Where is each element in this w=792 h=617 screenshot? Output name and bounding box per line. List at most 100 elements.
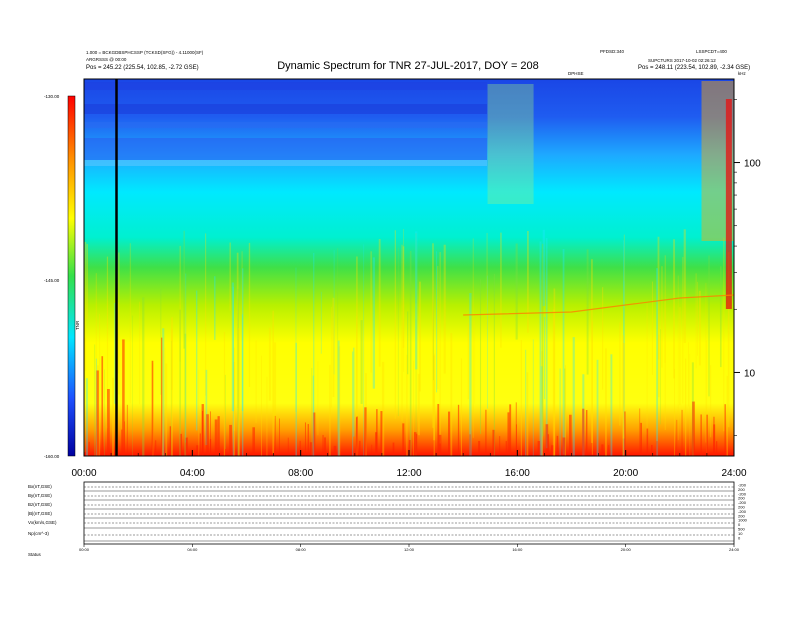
spectrogram-striation-54 <box>333 250 335 375</box>
spectrogram-burst-88 <box>169 426 172 456</box>
bottom-right-tick-5: 200 <box>738 505 745 510</box>
spectrogram-striation-124 <box>460 358 463 456</box>
spectrogram-striation-96 <box>541 351 543 456</box>
corner-unit-label: kHz <box>738 71 746 76</box>
spectrogram-striation-57 <box>312 375 314 456</box>
spectrogram-burst-62 <box>124 421 125 456</box>
spectrogram-striation-112 <box>432 243 434 428</box>
spectrogram-striation-116 <box>160 288 162 395</box>
spectrogram-burst-21 <box>713 424 716 456</box>
x-tick-label-1: 04:00 <box>180 468 205 479</box>
spectrogram-striation-34 <box>623 240 625 456</box>
spectrogram-striation-156 <box>183 230 185 349</box>
spectrogram-striation-81 <box>467 323 469 400</box>
colorbar-tick-mid: -145.00 <box>44 278 60 283</box>
x-tick-label-3: 12:00 <box>396 468 421 479</box>
spectrogram-striation-28 <box>317 361 319 436</box>
spectrogram-striation-75 <box>378 239 381 367</box>
header-left-line1: 1.000 = BCKGDBSPHCSSP (TCKSD(SFG)) - 4.1… <box>86 50 204 55</box>
spectrogram-burst-80 <box>413 432 417 456</box>
spectrogram-striation-78 <box>539 241 542 456</box>
spectrogram-striation-139 <box>726 375 728 456</box>
spectrogram-striation-103 <box>415 319 417 456</box>
spectrogram-burst-35 <box>562 437 566 456</box>
spectrogram-burst-40 <box>624 411 626 456</box>
spectrogram-striation-125 <box>185 273 187 443</box>
spectrogram-burst-46 <box>107 389 110 456</box>
spectrogram-striation-10 <box>229 242 231 311</box>
header-right-line3: SUPCTURS 2017-10-02 02:26:12 <box>648 58 716 63</box>
spectrogram-striation-56 <box>661 266 663 368</box>
bottom-panels: Bx(nT,GSE) By(nT,GSE) Bz(nT,GSE) |B|(nT,… <box>28 481 748 557</box>
spectrogram-striation-105 <box>397 247 399 417</box>
spectrogram-striation-144 <box>436 251 438 393</box>
spectrogram-striation-8 <box>311 367 313 456</box>
spectrogram-burst-73 <box>359 440 361 456</box>
spectrogram-striation-179 <box>261 355 262 456</box>
spectrogram-burst-52 <box>185 437 188 456</box>
spectrogram-striation-74 <box>591 259 593 443</box>
spectrogram-burst-59 <box>515 402 517 456</box>
spectrogram-burst-72 <box>706 414 708 456</box>
spectrogram-striation-48 <box>698 290 701 366</box>
bottom-right-tick-2: -200 <box>738 491 747 496</box>
spectrogram-burst-14 <box>217 416 220 456</box>
spectrogram-striation-43 <box>415 233 417 304</box>
spectrogram-striation-68 <box>697 281 698 356</box>
spectrogram-striation-151 <box>95 358 97 456</box>
bottom-traces <box>84 486 734 542</box>
spectrogram-striation-176 <box>433 353 435 456</box>
spectrogram-striation-33 <box>540 366 543 456</box>
spectrogram-striation-117 <box>231 282 234 412</box>
spectrogram-striation-169 <box>525 349 527 456</box>
spectrogram-striation-146 <box>474 320 476 404</box>
spectrogram-burst-45 <box>88 441 90 456</box>
spectrogram-striation-32 <box>381 361 385 456</box>
spectrogram-striation-157 <box>660 329 661 425</box>
spectrogram-striation-82 <box>331 306 332 408</box>
x-tick-label-5: 20:00 <box>613 468 638 479</box>
bottom-right-tick-10: 500 <box>738 527 745 532</box>
spectrogram-striation-110 <box>515 243 518 340</box>
spectrogram-striation-86 <box>95 273 97 456</box>
spectrogram-striation-140 <box>545 237 548 449</box>
spectrogram-striation-134 <box>272 310 274 454</box>
spectrogram-striation-73 <box>646 303 648 435</box>
spectrogram-striation-49 <box>171 317 173 456</box>
spectrogram-burst-82 <box>416 433 418 456</box>
header-right-line2: LSSPCDT=400 <box>696 49 727 54</box>
spectrogram-striation-84 <box>553 288 556 456</box>
spectrogram-striation-14 <box>582 374 585 456</box>
spectrogram-striation-60 <box>403 229 405 372</box>
spectrogram-striation-168 <box>695 273 697 369</box>
spectrogram-striation-137 <box>486 232 488 330</box>
spectrogram-striation-59 <box>241 314 244 412</box>
spectrogram-striation-93 <box>602 287 604 390</box>
activity-region-16h <box>487 84 534 204</box>
x-tick-label-2: 08:00 <box>288 468 313 479</box>
spectrogram-striation-122 <box>559 368 561 456</box>
spectrogram-band-0 <box>84 82 487 90</box>
x-axis: 00:00 04:00 08:00 12:00 16:00 20:00 24:00 <box>71 450 747 479</box>
spectrogram-burst-57 <box>101 356 104 456</box>
spectrogram-striation-26 <box>394 230 396 419</box>
spectrogram-striation-20 <box>184 333 187 456</box>
spectrogram-striation-44 <box>443 244 446 374</box>
spectrogram-striation-47 <box>233 362 236 456</box>
spectrogram-striation-36 <box>657 236 660 360</box>
spectrogram-striation-145 <box>205 369 208 446</box>
spectrogram-striation-133 <box>273 342 277 419</box>
spectrogram-striation-126 <box>562 249 565 455</box>
colorbar-tick-bottom: -160.00 <box>44 454 60 459</box>
spectrogram-burst-31 <box>161 337 163 456</box>
spectrogram-striation-69 <box>179 245 181 362</box>
spectrogram-burst-33 <box>509 404 512 456</box>
spectrogram-burst-68 <box>274 415 276 456</box>
spectrogram-striation-7 <box>439 252 441 444</box>
spectrogram-striation-24 <box>233 347 235 431</box>
spectrogram-striation-118 <box>224 374 226 449</box>
spectrogram-striation-19 <box>165 363 168 456</box>
spectrogram-burst-61 <box>201 410 203 456</box>
